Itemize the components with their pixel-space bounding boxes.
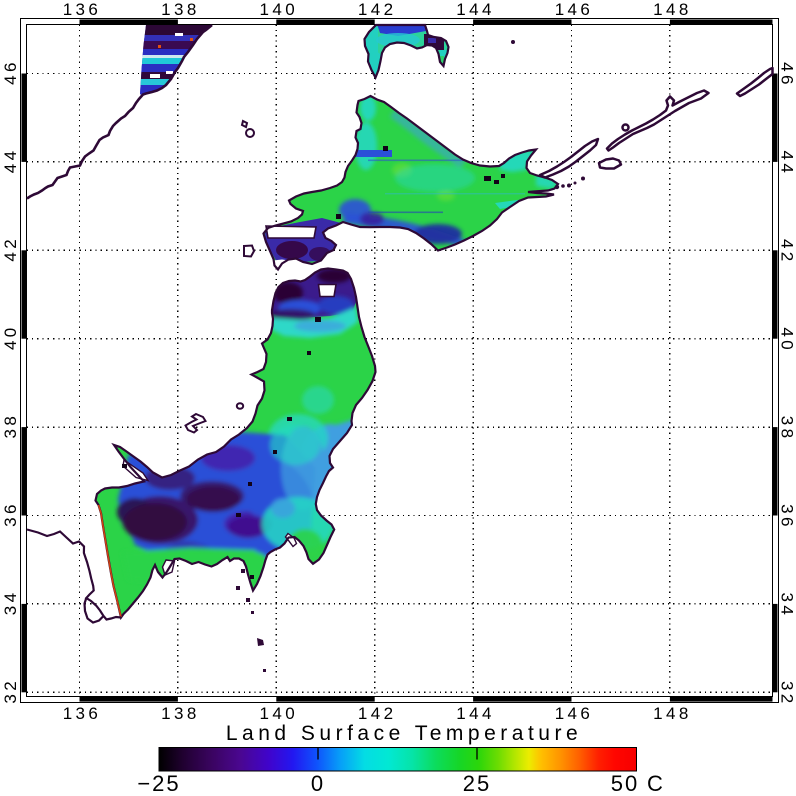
svg-text:148: 148 [653, 0, 692, 19]
svg-text:40: 40 [778, 327, 796, 353]
svg-text:36: 36 [778, 504, 796, 530]
svg-text:34: 34 [1, 590, 20, 616]
svg-text:42: 42 [1, 236, 20, 262]
svg-text:146: 146 [555, 704, 594, 723]
svg-text:146: 146 [555, 0, 594, 19]
svg-text:136: 136 [63, 704, 102, 723]
svg-text:142: 142 [358, 0, 397, 19]
svg-text:42: 42 [778, 239, 796, 265]
svg-text:25: 25 [463, 771, 491, 796]
svg-text:50: 50 [611, 771, 639, 796]
svg-text:0: 0 [311, 771, 325, 796]
svg-text:138: 138 [161, 704, 200, 723]
svg-text:136: 136 [63, 0, 102, 19]
svg-text:140: 140 [260, 704, 299, 723]
svg-text:38: 38 [1, 413, 20, 439]
svg-text:32: 32 [1, 678, 20, 704]
svg-text:32: 32 [778, 681, 796, 707]
svg-text:140: 140 [260, 0, 299, 19]
svg-text:44: 44 [778, 151, 796, 177]
svg-text:46: 46 [778, 62, 796, 88]
svg-text:34: 34 [778, 593, 796, 619]
svg-text:46: 46 [1, 59, 20, 85]
svg-text:38: 38 [778, 416, 796, 442]
svg-text:Land Surface Temperature: Land Surface Temperature [226, 722, 582, 745]
svg-text:142: 142 [358, 704, 397, 723]
svg-text:144: 144 [456, 0, 495, 19]
svg-text:−25: −25 [137, 771, 180, 796]
svg-text:C: C [647, 771, 665, 796]
svg-text:36: 36 [1, 501, 20, 527]
svg-text:138: 138 [161, 0, 200, 19]
svg-text:40: 40 [1, 324, 20, 350]
svg-text:144: 144 [456, 704, 495, 723]
svg-text:44: 44 [1, 148, 20, 174]
svg-text:148: 148 [653, 704, 692, 723]
